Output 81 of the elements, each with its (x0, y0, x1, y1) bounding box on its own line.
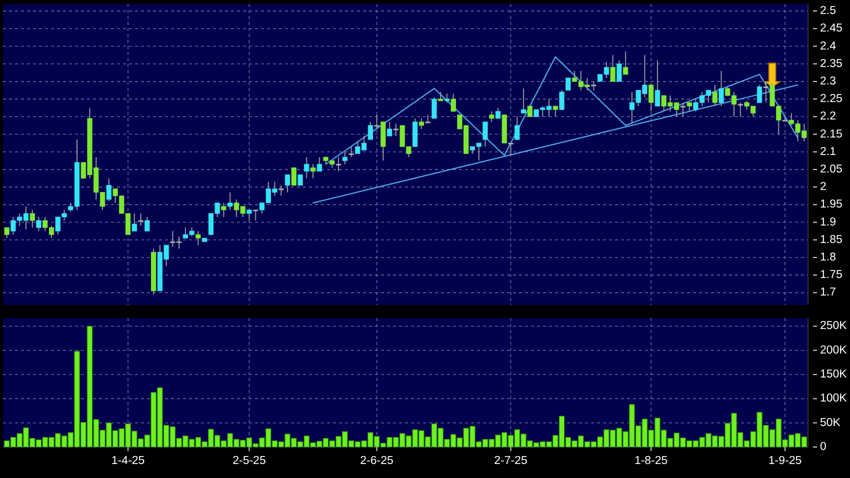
candlestick (4, 227, 10, 239)
candlestick (348, 146, 354, 158)
y-tick-label: 2.15 (820, 128, 842, 140)
y-tick-label: 100K (820, 392, 848, 405)
candlestick (246, 209, 252, 222)
candlestick (106, 178, 112, 202)
candlestick (132, 212, 137, 232)
x-tick-label: 1-4-25 (111, 455, 145, 467)
y-tick-label: 200K (820, 344, 848, 356)
candlestick (253, 209, 258, 222)
candlestick (552, 106, 558, 118)
y-tick-label: 1.9 (820, 216, 836, 228)
candlestick (138, 212, 144, 226)
candlestick (616, 60, 622, 82)
candlestick (508, 142, 514, 156)
y-tick-label: 2.35 (820, 58, 842, 70)
candlestick (393, 123, 398, 137)
candlestick (342, 151, 348, 165)
y-tick-label: 0 (820, 441, 826, 454)
candlestick (489, 110, 494, 122)
candlestick (196, 230, 201, 246)
candlestick (514, 116, 520, 140)
candlestick (425, 114, 430, 124)
candlestick (610, 54, 616, 82)
candlestick (221, 202, 226, 218)
candlestick (432, 96, 437, 119)
candlestick (566, 77, 571, 91)
candlestick (654, 60, 660, 107)
candlestick (520, 88, 526, 114)
x-tick-label: 1-8-25 (634, 455, 668, 467)
y-tick-label: 2.25 (820, 93, 842, 106)
candlestick (482, 121, 488, 148)
candlestick (387, 121, 392, 137)
candlestick (304, 156, 310, 179)
candlestick (36, 216, 42, 232)
candlestick (316, 156, 322, 172)
candlestick (336, 156, 342, 172)
candlestick (718, 70, 724, 107)
candlestick (763, 80, 768, 104)
x-tick-label: 2-7-25 (494, 455, 528, 467)
y-tick-label: 1.8 (820, 252, 836, 264)
y-tick-label: 1.85 (820, 234, 842, 246)
candlestick (144, 216, 150, 232)
x-tick-label: 2-5-25 (232, 455, 266, 467)
y-tick-label: 2.5 (820, 5, 836, 18)
x-tick-label: 2-6-25 (360, 455, 394, 467)
candlestick (559, 90, 564, 110)
candlestick (495, 107, 501, 119)
candlestick (648, 84, 654, 112)
candlestick (374, 114, 380, 130)
candlestick (418, 118, 424, 130)
y-tick-label: 250K (820, 320, 848, 332)
candlestick (228, 192, 233, 210)
candlestick (278, 184, 284, 196)
y-tick-label: 1.75 (820, 269, 842, 282)
candlestick (712, 84, 718, 107)
candlestick (450, 93, 456, 112)
candlestick (527, 106, 532, 118)
x-tick-label: 1-9-25 (768, 455, 802, 467)
y-tick-label: 1.7 (820, 286, 836, 299)
y-tick-label: 2.45 (820, 22, 842, 35)
candlestick (680, 102, 686, 118)
y-tick-label: 2.2 (820, 110, 836, 123)
candlestick (782, 116, 788, 122)
candlestick (738, 102, 743, 118)
y-tick-label: 2.3 (820, 75, 836, 88)
y-tick-label: 1.95 (820, 198, 842, 211)
candlestick (623, 51, 628, 75)
y-tick-label: 2.4 (820, 40, 837, 52)
y-tick-label: 2 (820, 181, 826, 194)
candlestick (298, 174, 303, 186)
candlestick (284, 174, 290, 193)
candlestick (30, 209, 35, 228)
candlestick (291, 167, 296, 186)
candlestick (368, 121, 373, 140)
candlestick (756, 84, 762, 104)
y-tick-label: 2.1 (820, 146, 836, 158)
y-tick-label: 150K (820, 368, 848, 381)
y-tick-label: 2.05 (820, 163, 842, 176)
y-tick-label: 50K (820, 416, 841, 429)
candlestick (310, 164, 316, 179)
